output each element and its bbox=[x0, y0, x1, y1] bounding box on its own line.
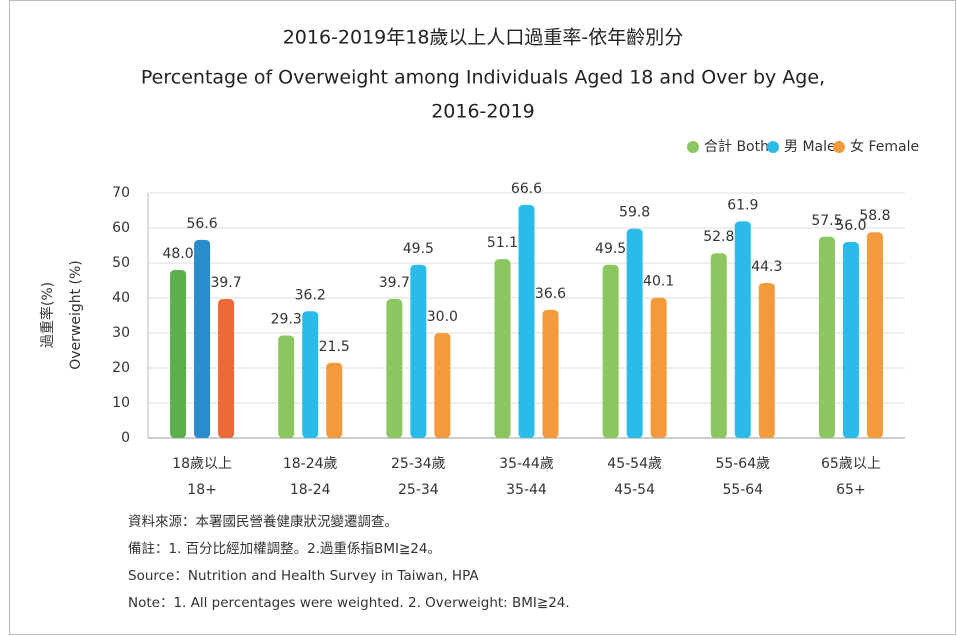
bar bbox=[818, 236, 835, 438]
bar bbox=[542, 309, 559, 438]
footnote: 備註：1. 百分比經加權調整。2.過重係指BMI≧24。 bbox=[128, 541, 441, 557]
x-tick-label: 35-44歲 bbox=[499, 456, 554, 472]
data-label: 59.8 bbox=[619, 205, 650, 221]
x-tick-label: 18-24歲 bbox=[283, 456, 338, 472]
data-label: 44.3 bbox=[751, 259, 782, 275]
data-label: 29.3 bbox=[271, 311, 302, 327]
data-label: 36.2 bbox=[295, 287, 326, 303]
legend-label: 女 Female bbox=[850, 138, 919, 155]
chart-title: 2016-2019 bbox=[431, 101, 535, 123]
bar bbox=[842, 242, 859, 438]
x-tick-label: 45-54歲 bbox=[607, 456, 662, 472]
x-tick-label: 35-44 bbox=[506, 482, 547, 498]
data-label: 21.5 bbox=[319, 339, 350, 355]
legend-swatch bbox=[687, 141, 699, 153]
data-label: 40.1 bbox=[643, 274, 674, 290]
bar bbox=[518, 204, 535, 438]
x-tick-label: 18+ bbox=[187, 482, 217, 498]
legend-label: 合計 Both bbox=[704, 139, 769, 155]
y-tick-label: 20 bbox=[112, 360, 130, 376]
y-axis-label: 過重率(%) bbox=[39, 282, 56, 348]
data-label: 57.5 bbox=[811, 213, 842, 229]
bar bbox=[626, 228, 643, 438]
data-label: 39.7 bbox=[379, 275, 410, 291]
data-label: 61.9 bbox=[727, 197, 758, 213]
legend-swatch bbox=[767, 141, 779, 153]
data-label: 51.1 bbox=[487, 235, 518, 251]
x-tick-label: 18-24 bbox=[290, 482, 331, 498]
data-label: 30.0 bbox=[427, 309, 458, 325]
bar bbox=[734, 221, 751, 438]
bar bbox=[386, 299, 403, 438]
data-label: 39.7 bbox=[210, 275, 241, 291]
x-tick-label: 25-34歲 bbox=[391, 456, 446, 472]
x-tick-label: 55-64歲 bbox=[715, 456, 770, 472]
bar bbox=[278, 335, 295, 438]
bar bbox=[758, 282, 775, 438]
x-tick-label: 55-64 bbox=[722, 482, 763, 498]
bar bbox=[494, 259, 511, 438]
y-tick-label: 40 bbox=[112, 290, 130, 306]
bar bbox=[710, 253, 727, 438]
legend-swatch bbox=[833, 141, 845, 153]
bar bbox=[434, 333, 451, 438]
y-tick-label: 70 bbox=[112, 185, 130, 201]
x-tick-label: 25-34 bbox=[398, 482, 439, 498]
bar bbox=[650, 297, 667, 438]
data-label: 56.6 bbox=[186, 216, 217, 232]
bar bbox=[602, 264, 619, 438]
x-tick-label: 45-54 bbox=[614, 482, 655, 498]
x-tick-label: 65歲以上 bbox=[821, 456, 881, 472]
data-label: 49.5 bbox=[403, 241, 434, 257]
x-tick-label: 65+ bbox=[836, 482, 866, 498]
chart-title: Percentage of Overweight among Individua… bbox=[141, 67, 825, 89]
y-tick-label: 60 bbox=[112, 220, 130, 236]
data-label: 49.5 bbox=[595, 241, 626, 257]
frame bbox=[9, 0, 956, 635]
data-label: 48.0 bbox=[162, 246, 193, 262]
data-label: 66.6 bbox=[511, 181, 542, 197]
chart-title: 2016-2019年18歲以上人口過重率-依年齡別分 bbox=[283, 27, 684, 49]
bar bbox=[194, 239, 211, 438]
bar bbox=[410, 264, 427, 438]
y-tick-label: 50 bbox=[112, 255, 130, 271]
y-axis-label: Overweight (%) bbox=[68, 260, 84, 370]
bar bbox=[326, 362, 343, 438]
bar bbox=[866, 232, 883, 438]
bar bbox=[170, 270, 187, 438]
x-tick-label: 18歲以上 bbox=[172, 456, 232, 472]
legend-label: 男 Male bbox=[784, 139, 836, 155]
y-tick-label: 0 bbox=[121, 430, 130, 446]
footnote: 資料來源：本署國民營養健康狀況變遷調查。 bbox=[128, 513, 398, 530]
footnote: Source：Nutrition and Health Survey in Ta… bbox=[128, 568, 479, 584]
y-tick-label: 30 bbox=[112, 325, 130, 341]
bar bbox=[218, 299, 235, 438]
data-label: 56.0 bbox=[835, 218, 866, 234]
data-label: 52.8 bbox=[703, 229, 734, 245]
data-label: 36.6 bbox=[535, 286, 566, 302]
data-label: 58.8 bbox=[859, 208, 890, 224]
footnote: Note：1. All percentages were weighted. 2… bbox=[128, 595, 570, 611]
y-tick-label: 10 bbox=[112, 395, 130, 411]
bar bbox=[302, 311, 319, 438]
